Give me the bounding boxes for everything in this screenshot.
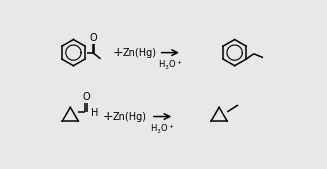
Text: +: +: [113, 46, 124, 59]
Text: Zn(Hg): Zn(Hg): [123, 48, 157, 58]
Text: O: O: [82, 92, 90, 102]
Text: O: O: [90, 33, 97, 43]
Text: H$_3$O$^+$: H$_3$O$^+$: [158, 59, 182, 72]
Text: Zn(Hg): Zn(Hg): [113, 112, 147, 122]
Text: +: +: [103, 110, 113, 123]
Text: H$_3$O$^+$: H$_3$O$^+$: [150, 123, 175, 136]
Text: H: H: [91, 108, 98, 118]
